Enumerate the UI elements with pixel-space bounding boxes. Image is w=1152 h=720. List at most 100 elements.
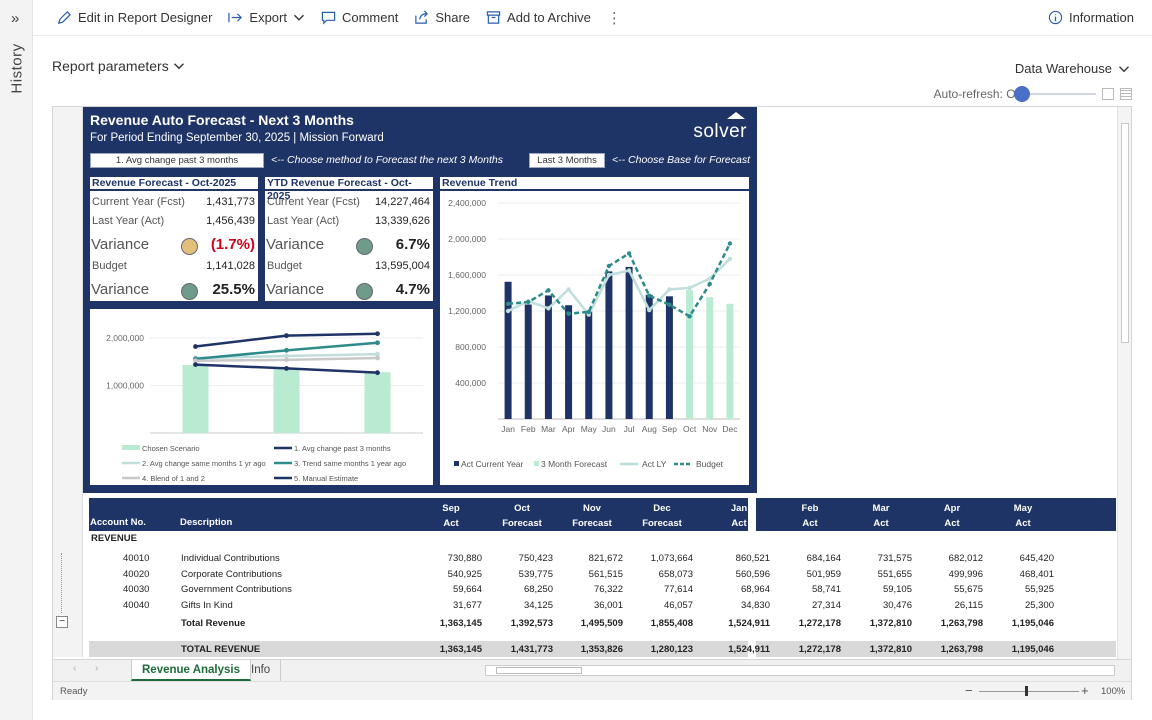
next-sheet-icon[interactable]: › — [95, 663, 99, 674]
horizontal-scroll-thumb[interactable] — [496, 667, 582, 674]
table-header-right — [756, 498, 1116, 531]
account-cell: 40020 — [123, 568, 150, 580]
bar-chosen-scenario — [273, 368, 300, 433]
value-cell: 27,314 — [811, 599, 841, 611]
scenario-point — [193, 358, 198, 364]
table-row: 40020 Corporate Contributions 540,925 539,7… — [89, 567, 1117, 582]
point-budget — [566, 311, 571, 316]
legend-label: 5. Manual Estimate — [294, 474, 358, 483]
line-act-ly — [507, 257, 731, 317]
history-panel[interactable]: » History — [0, 0, 33, 720]
table-row: 40030 Government Contributions 59,664 68,25… — [89, 582, 1117, 597]
auto-refresh-toggle[interactable] — [1014, 86, 1030, 102]
collapse-group-button[interactable]: − — [56, 616, 68, 628]
status-bar: Ready − + 100% — [53, 681, 1131, 700]
value-cell: 1,363,145 — [439, 644, 482, 655]
section-label: REVENUE — [89, 531, 1117, 546]
vertical-scrollbar[interactable] — [1117, 107, 1131, 659]
share-button[interactable]: Share — [406, 0, 478, 36]
value-cell: 68,964 — [740, 584, 770, 595]
x-tick-label: Nov — [702, 424, 718, 434]
forecast-method-note: <-- Choose method to Forecast the next 3… — [271, 154, 503, 166]
legend-label: 1. Avg change past 3 months — [294, 444, 391, 453]
line-budget — [507, 242, 732, 318]
information-button[interactable]: Information — [1040, 0, 1142, 36]
status-indicator-icon — [356, 283, 373, 300]
information-label: Information — [1068, 10, 1134, 25]
x-tick-label: Aug — [642, 424, 657, 434]
total-row: Total Revenue 1,363,145 1,392,573 1,495,509… — [89, 616, 1117, 631]
legend-label: Act Current Year — [461, 459, 524, 469]
bar-actual — [625, 266, 633, 419]
edit-in-report-designer-button[interactable]: Edit in Report Designer — [49, 0, 220, 36]
value-cell: 860,521 — [735, 553, 770, 564]
popout-icon[interactable] — [1102, 88, 1114, 100]
export-button[interactable]: Export — [220, 0, 313, 36]
auto-refresh-label: Auto-refresh: Off — [933, 87, 1022, 101]
column-header-month: Oct — [514, 503, 530, 514]
value-cell: 560,596 — [735, 568, 770, 580]
legend-label: 4. Blend of 1 and 2 — [142, 474, 205, 483]
x-tick-label: Feb — [521, 424, 536, 434]
sheet-content: − Revenue Auto Forecast - Next 3 Months … — [53, 107, 1117, 657]
value-cell: 1,272,178 — [798, 618, 841, 629]
legend-swatch — [454, 461, 459, 466]
column-header-month: Dec — [653, 503, 671, 514]
value-cell: 540,925 — [447, 568, 482, 580]
kpi-revenue-forecast: Revenue Forecast - Oct-2025 Current Year… — [90, 177, 258, 301]
tab-info[interactable]: Info — [241, 660, 282, 681]
more-options-button[interactable]: ⋮ — [606, 9, 622, 27]
share-label: Share — [435, 10, 471, 25]
column-header-type: Act — [1015, 518, 1031, 529]
description-cell: Total Revenue — [181, 618, 246, 629]
vertical-scroll-thumb[interactable] — [1121, 123, 1129, 343]
x-tick-label: Jun — [602, 424, 616, 434]
point-act-ly — [505, 308, 511, 314]
forecast-method-select[interactable]: 1. Avg change past 3 months — [90, 153, 264, 168]
comment-button[interactable]: Comment — [313, 0, 406, 36]
zoom-slider-thumb[interactable] — [1025, 686, 1028, 696]
legend-swatch — [534, 461, 539, 466]
horizontal-scrollbar[interactable] — [485, 665, 1115, 676]
legend-swatch — [122, 445, 140, 450]
spreadsheet-viewer[interactable]: − Revenue Auto Forecast - Next 3 Months … — [52, 106, 1132, 700]
legend-label: Budget — [696, 459, 724, 469]
y-tick-label: 800,000 — [455, 342, 486, 352]
status-indicator-icon — [181, 283, 198, 300]
point-budget — [546, 288, 551, 293]
expand-history-icon[interactable]: » — [11, 10, 20, 27]
report-parameters-toggle[interactable]: Report parameters — [52, 58, 185, 74]
bar-chosen-scenario — [182, 364, 209, 433]
status-ready: Ready — [60, 686, 88, 697]
forecast-base-select[interactable]: Last 3 Months — [529, 153, 605, 168]
kpi-label: Current Year (Fcst) — [92, 196, 185, 208]
chevron-down-icon — [173, 63, 184, 70]
zoom-out-icon[interactable]: − — [965, 683, 973, 698]
value-cell: 682,012 — [948, 553, 983, 564]
add-to-archive-button[interactable]: Add to Archive — [478, 0, 599, 36]
zoom-track[interactable] — [979, 691, 1079, 692]
prev-sheet-icon[interactable]: ‹ — [73, 663, 77, 674]
zoom-in-icon[interactable]: + — [1081, 683, 1089, 698]
data-source-dropdown[interactable]: Data Warehouse — [1015, 61, 1130, 76]
point-act-ly — [606, 272, 612, 278]
logo-text: solver — [693, 121, 747, 142]
grid-view-icon[interactable] — [1120, 88, 1132, 100]
kpi-label: Budget — [92, 260, 127, 272]
history-label[interactable]: History — [8, 43, 26, 94]
value-cell: 1,272,178 — [798, 644, 841, 655]
tab-revenue-analysis[interactable]: Revenue Analysis — [131, 660, 252, 681]
bar-actual — [645, 294, 653, 419]
archive-label: Add to Archive — [507, 10, 591, 25]
scenario-point — [193, 362, 198, 367]
column-header-type: Act — [731, 518, 747, 529]
legend-label: 2. Avg change same months 1 yr ago — [142, 459, 266, 468]
kpi-label: Variance — [91, 281, 150, 298]
value-cell: 750,423 — [518, 553, 553, 564]
kpi-variance-budget: Variance 4.7% — [266, 281, 430, 303]
kpi-label: Last Year (Act) — [267, 215, 340, 227]
value-cell: 26,115 — [954, 599, 983, 611]
value-cell: 59,105 — [882, 584, 912, 595]
section-title: REVENUE — [91, 533, 137, 544]
auto-refresh-track[interactable] — [1020, 93, 1096, 95]
